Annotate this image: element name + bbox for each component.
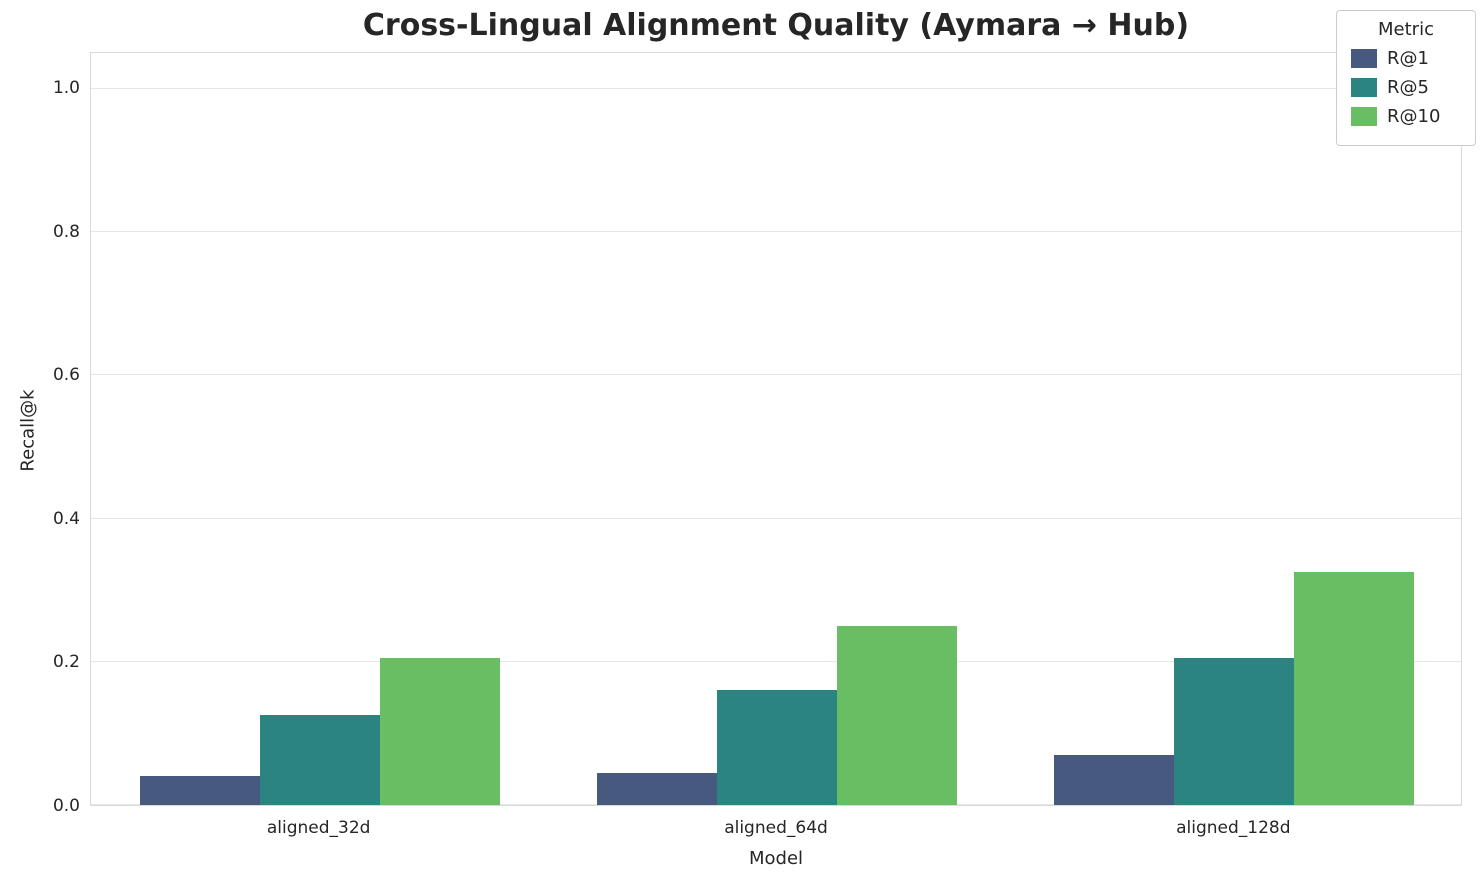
- bar-group-aligned_32d: [91, 53, 548, 805]
- legend-swatch-r10: [1351, 107, 1377, 126]
- legend-label-r1: R@1: [1387, 48, 1429, 69]
- bar-R@5-aligned_64d: [716, 690, 837, 805]
- y-tick-label: 0.2: [52, 652, 80, 673]
- gridline: [91, 87, 1461, 89]
- bar-R@5-aligned_32d: [259, 715, 380, 805]
- legend-title: Metric: [1378, 19, 1434, 40]
- gridline: [91, 231, 1461, 233]
- x-axis-label: Model: [748, 848, 804, 869]
- bar-R@1-aligned_64d: [596, 772, 717, 805]
- y-tick-label: 0.6: [52, 365, 80, 386]
- legend-entry-r1: R@1: [1351, 48, 1465, 69]
- legend-label-r5: R@5: [1387, 77, 1429, 98]
- bar-R@1-aligned_32d: [139, 776, 260, 805]
- bar-R@10-aligned_128d: [1294, 572, 1415, 805]
- y-axis-label: Recall@k: [17, 389, 39, 472]
- legend-entry-r5: R@5: [1351, 77, 1465, 98]
- bar-group-aligned_64d: [548, 53, 1005, 805]
- y-tick-label: 0.8: [52, 221, 80, 242]
- bar-R@10-aligned_64d: [836, 625, 957, 805]
- plot-area: [90, 52, 1462, 806]
- gridline: [91, 374, 1461, 376]
- legend-label-r10: R@10: [1387, 106, 1441, 127]
- bar-R@1-aligned_128d: [1054, 754, 1175, 805]
- x-tick-label: aligned_32d: [266, 818, 371, 838]
- bar-R@10-aligned_32d: [379, 658, 500, 805]
- gridline: [91, 517, 1461, 519]
- legend-swatch-r5: [1351, 78, 1377, 97]
- bar-R@5-aligned_128d: [1174, 658, 1295, 805]
- legend: Metric R@1 R@5 R@10: [1336, 10, 1476, 146]
- y-tick-label: 0.4: [52, 508, 80, 529]
- y-tick-label: 1.0: [52, 77, 80, 98]
- legend-entry-r10: R@10: [1351, 106, 1465, 127]
- y-tick-label: 0.0: [52, 796, 80, 816]
- bar-group-aligned_128d: [1006, 53, 1463, 805]
- legend-swatch-r1: [1351, 49, 1377, 68]
- x-tick-label: aligned_128d: [1176, 818, 1291, 838]
- gridline: [91, 660, 1461, 662]
- chart-title: Cross-Lingual Alignment Quality (Aymara …: [362, 8, 1190, 43]
- x-tick-label: aligned_64d: [724, 818, 828, 838]
